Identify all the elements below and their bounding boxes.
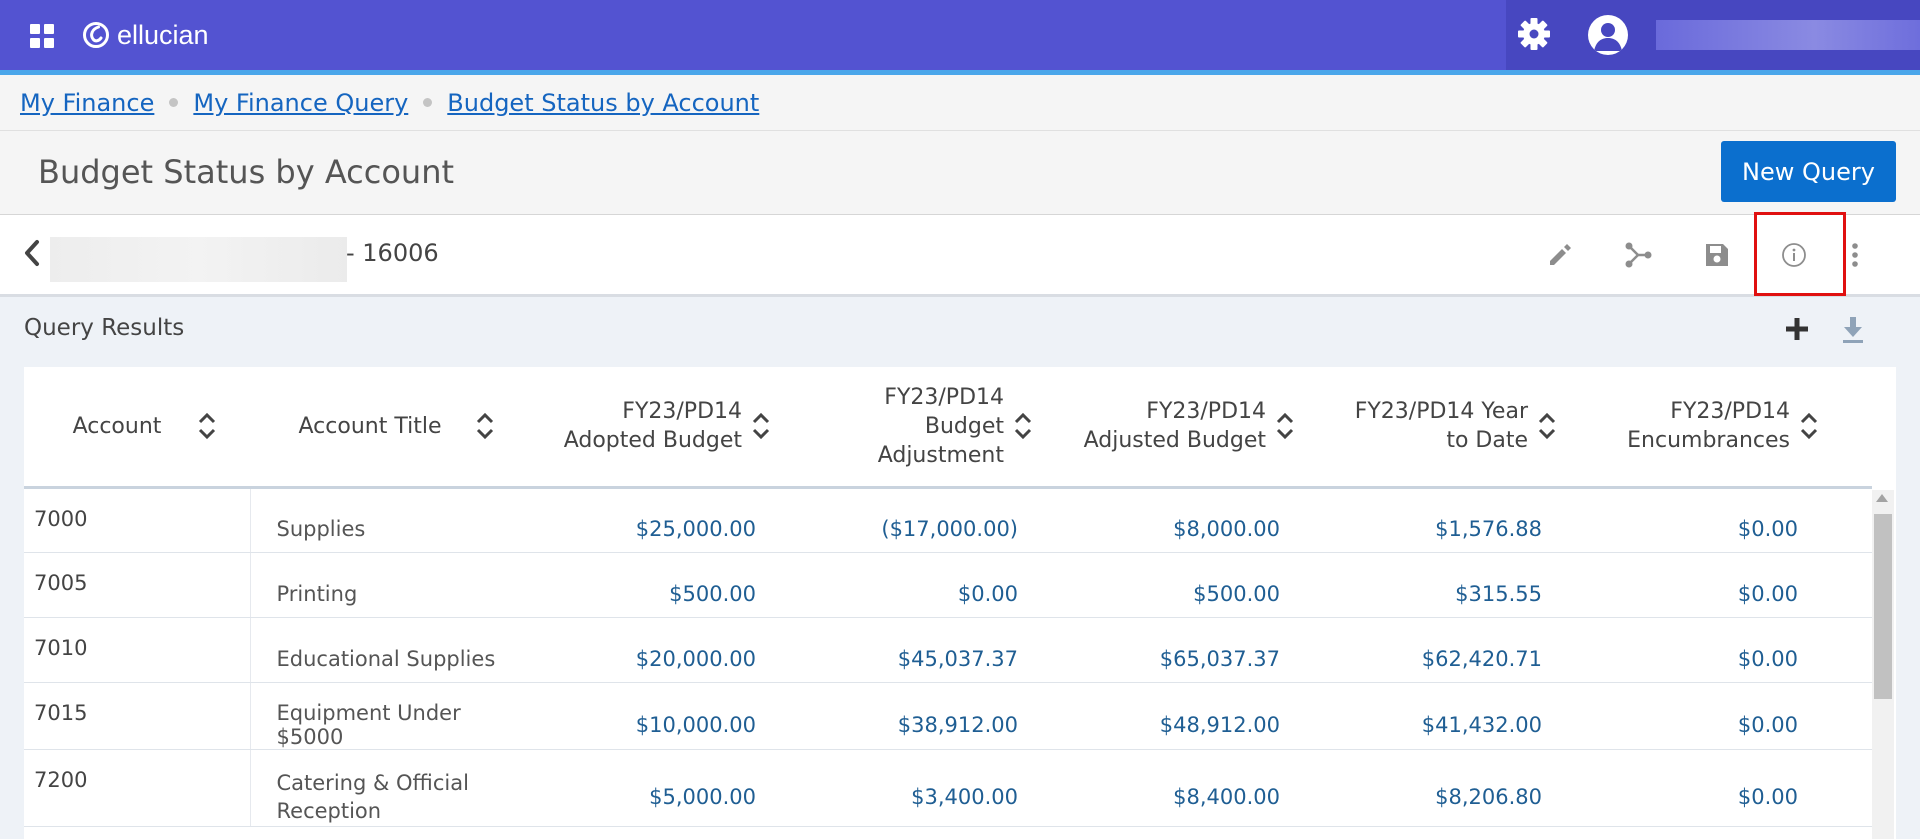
- sort-icon[interactable]: [1012, 411, 1034, 441]
- sort-icon[interactable]: [750, 411, 772, 441]
- page-title: Budget Status by Account: [38, 153, 455, 191]
- table-row[interactable]: 7010 Educational Supplies $20,000.00 $45…: [24, 617, 1872, 683]
- cell-adjusted-budget[interactable]: $65,037.37: [1042, 617, 1304, 683]
- pencil-icon[interactable]: [1542, 237, 1578, 273]
- column-label: Account Title: [298, 413, 442, 439]
- table-row[interactable]: 7005 Printing $500.00 $0.00 $500.00 $315…: [24, 552, 1872, 618]
- more-vertical-icon[interactable]: [1840, 237, 1870, 273]
- cell-encumbrances[interactable]: $0.00: [1566, 617, 1872, 683]
- cell-encumbrances[interactable]: $0.00: [1566, 749, 1872, 827]
- header-accent-stripe: [0, 70, 1920, 75]
- results-title: Query Results: [24, 315, 185, 341]
- cell-account-title: Catering & Official Reception: [250, 749, 518, 827]
- column-header-year-to-date[interactable]: FY23/PD14 Year to Date: [1304, 367, 1566, 489]
- info-icon[interactable]: [1776, 237, 1812, 273]
- new-query-button[interactable]: New Query: [1721, 141, 1896, 202]
- add-icon[interactable]: [1782, 314, 1812, 344]
- cell-account: 7005: [24, 552, 251, 618]
- table-row[interactable]: 7015 Equipment Under $5000 $10,000.00 $3…: [24, 682, 1872, 750]
- page-title-bar: Budget Status by Account: [0, 131, 1920, 215]
- apps-grid-icon[interactable]: [30, 24, 54, 48]
- cell-budget-adjustment[interactable]: ($17,000.00): [780, 487, 1042, 553]
- sort-icon[interactable]: [1274, 411, 1296, 441]
- cell-encumbrances[interactable]: $0.00: [1566, 487, 1872, 553]
- gear-icon[interactable]: [1516, 16, 1552, 52]
- column-header-adopted-budget[interactable]: FY23/PD14 Adopted Budget: [518, 367, 780, 489]
- cell-account-title: Printing: [250, 552, 518, 618]
- sort-icon[interactable]: [1536, 411, 1558, 441]
- column-header-adjusted-budget[interactable]: FY23/PD14 Adjusted Budget: [1042, 367, 1304, 489]
- breadcrumb-separator: [169, 98, 179, 107]
- column-label: FY23/PD14 Budget Adjustment: [877, 384, 1004, 468]
- cell-adjusted-budget[interactable]: $500.00: [1042, 552, 1304, 618]
- sort-icon[interactable]: [196, 411, 218, 441]
- cell-year-to-date[interactable]: $1,576.88: [1304, 487, 1566, 553]
- user-avatar-icon[interactable]: [1588, 15, 1628, 55]
- scroll-up-arrow-icon[interactable]: [1876, 494, 1888, 502]
- ellucian-logo-icon: [83, 22, 109, 48]
- table-row[interactable]: 7200 Catering & Official Reception $5,00…: [24, 749, 1872, 827]
- cell-account: 7015: [24, 682, 251, 750]
- cell-adjusted-budget[interactable]: $8,000.00: [1042, 487, 1304, 553]
- cell-budget-adjustment[interactable]: $45,037.37: [780, 617, 1042, 683]
- column-label: Account: [72, 413, 162, 439]
- column-label: FY23/PD14 Adopted Budget: [563, 399, 742, 454]
- cell-adjusted-budget[interactable]: $8,400.00: [1042, 749, 1304, 827]
- cell-account-title: Supplies: [250, 487, 518, 553]
- cell-encumbrances[interactable]: $0.00: [1566, 552, 1872, 618]
- column-header-account[interactable]: Account: [24, 367, 250, 489]
- column-header-account-title[interactable]: Account Title: [250, 367, 518, 489]
- cell-adopted-budget[interactable]: $500.00: [518, 552, 780, 618]
- cell-budget-adjustment[interactable]: $3,400.00: [780, 749, 1042, 827]
- column-header-encumbrances[interactable]: FY23/PD14 Encumbrances: [1566, 367, 1872, 489]
- cell-account-title: Educational Supplies: [250, 617, 518, 683]
- save-icon[interactable]: [1699, 237, 1735, 273]
- logo-text: ellucian: [117, 19, 209, 50]
- column-label: FY23/PD14 Year to Date: [1354, 399, 1528, 454]
- cell-adopted-budget[interactable]: $20,000.00: [518, 617, 780, 683]
- table-header-row: Account Account Title FY23/PD14 Adopted …: [24, 367, 1872, 489]
- chevron-left-icon[interactable]: [18, 235, 46, 271]
- breadcrumb: My Finance My Finance Query Budget Statu…: [0, 75, 1920, 131]
- column-label: FY23/PD14 Adjusted Budget: [1083, 399, 1266, 454]
- cell-budget-adjustment[interactable]: $0.00: [780, 552, 1042, 618]
- results-table: Account Account Title FY23/PD14 Adopted …: [24, 367, 1896, 839]
- user-name-redacted[interactable]: [1656, 20, 1920, 50]
- query-id: - 16006: [346, 239, 439, 267]
- query-name-redacted: [50, 237, 347, 282]
- cell-budget-adjustment[interactable]: $38,912.00: [780, 682, 1042, 750]
- download-icon[interactable]: [1838, 314, 1868, 346]
- cell-adopted-budget[interactable]: $25,000.00: [518, 487, 780, 553]
- column-label: FY23/PD14 Encumbrances: [1627, 399, 1790, 454]
- cell-adjusted-budget[interactable]: $48,912.00: [1042, 682, 1304, 750]
- cell-year-to-date[interactable]: $8,206.80: [1304, 749, 1566, 827]
- breadcrumb-budget-status[interactable]: Budget Status by Account: [447, 88, 760, 117]
- scrollbar-thumb[interactable]: [1874, 514, 1892, 699]
- cell-account: 7200: [24, 749, 251, 827]
- table-row[interactable]: 7000 Supplies $25,000.00 ($17,000.00) $8…: [24, 487, 1872, 553]
- breadcrumb-my-finance[interactable]: My Finance: [20, 88, 155, 117]
- cell-year-to-date[interactable]: $41,432.00: [1304, 682, 1566, 750]
- info-icon-highlight: [1754, 212, 1846, 296]
- column-header-budget-adjustment[interactable]: FY23/PD14 Budget Adjustment: [780, 367, 1042, 489]
- cell-account: 7000: [24, 487, 251, 553]
- cell-adopted-budget[interactable]: $10,000.00: [518, 682, 780, 750]
- cell-account-title: Equipment Under $5000: [250, 682, 518, 750]
- breadcrumb-separator: [423, 98, 433, 107]
- cell-encumbrances[interactable]: $0.00: [1566, 682, 1872, 750]
- cell-year-to-date[interactable]: $315.55: [1304, 552, 1566, 618]
- cell-adopted-budget[interactable]: $5,000.00: [518, 749, 780, 827]
- cell-year-to-date[interactable]: $62,420.71: [1304, 617, 1566, 683]
- ellucian-logo[interactable]: ellucian: [82, 18, 209, 52]
- cell-account: 7010: [24, 617, 251, 683]
- sort-icon[interactable]: [474, 411, 496, 441]
- share-icon[interactable]: [1620, 237, 1656, 273]
- query-toolbar: - 16006: [0, 215, 1920, 297]
- breadcrumb-my-finance-query[interactable]: My Finance Query: [193, 88, 409, 117]
- sort-icon[interactable]: [1798, 411, 1820, 441]
